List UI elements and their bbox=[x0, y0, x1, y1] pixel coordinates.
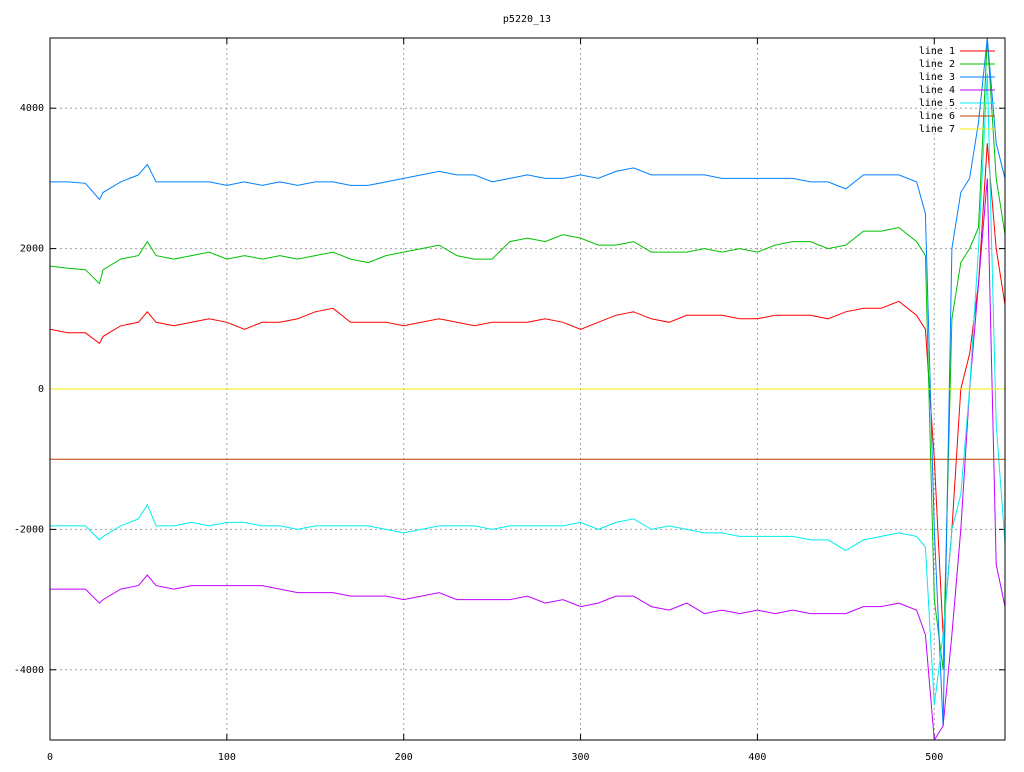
y-tick-label: 4000 bbox=[20, 103, 44, 114]
legend-label: line 6 bbox=[919, 111, 955, 122]
x-tick-label: 400 bbox=[748, 752, 766, 763]
x-tick-label: 0 bbox=[47, 752, 53, 763]
legend-label: line 1 bbox=[919, 46, 955, 57]
data-line bbox=[50, 38, 1005, 727]
data-line bbox=[50, 38, 1005, 670]
chart-title: p5220_13 bbox=[503, 14, 551, 25]
legend-label: line 3 bbox=[919, 72, 955, 83]
x-tick-label: 200 bbox=[395, 752, 413, 763]
data-line bbox=[50, 178, 1005, 740]
legend-label: line 7 bbox=[919, 124, 955, 135]
y-tick-label: 0 bbox=[38, 384, 44, 395]
x-tick-label: 500 bbox=[925, 752, 943, 763]
legend-label: line 4 bbox=[919, 85, 955, 96]
x-tick-label: 300 bbox=[572, 752, 590, 763]
legend: line 1 line 2 line 3 line 4 line 5 line 6 line… bbox=[919, 46, 995, 135]
plot-area bbox=[50, 38, 1005, 740]
y-tick-label: 2000 bbox=[20, 244, 44, 255]
x-tick-label: 100 bbox=[218, 752, 236, 763]
y-tick-label: -2000 bbox=[14, 524, 44, 535]
legend-label: line 2 bbox=[919, 59, 955, 70]
data-line bbox=[50, 73, 1005, 705]
y-tick-label: -4000 bbox=[14, 665, 44, 676]
legend-label: line 5 bbox=[919, 98, 955, 109]
plot-border bbox=[49, 37, 1006, 741]
data-line bbox=[50, 143, 1005, 635]
